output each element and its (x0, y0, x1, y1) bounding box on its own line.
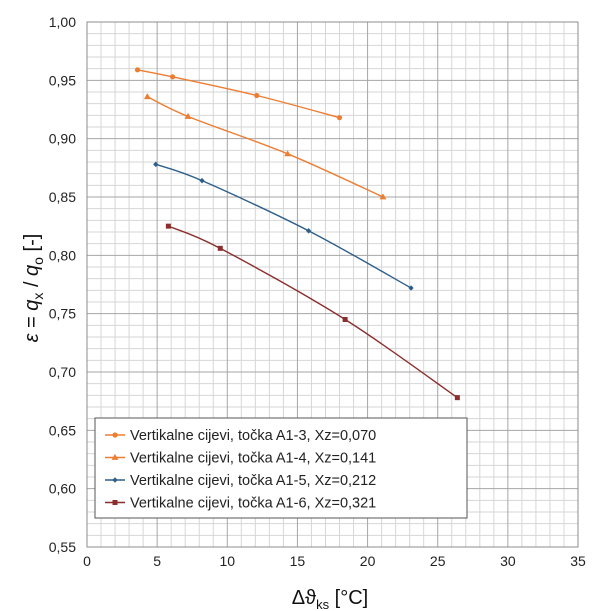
x-axis-label: Δϑks [°C] (292, 587, 368, 611)
legend-label: Vertikalne cijevi, točka A1-3, Xz=0,070 (130, 428, 376, 444)
series-line (168, 225, 458, 399)
legend-swatch-marker (112, 477, 118, 483)
series-4 (165, 223, 460, 401)
series-2 (143, 93, 387, 200)
x-axis-label-sub: ks (316, 597, 330, 611)
legend-item: Vertikalne cijevi, točka A1-6, Xz=0,321 (105, 496, 376, 512)
series-line (155, 163, 412, 289)
x-tick-label: 5 (153, 553, 161, 569)
legend-item: Vertikalne cijevi, točka A1-5, Xz=0,212 (105, 473, 376, 489)
x-axis-label-unit: [°C] (329, 587, 368, 609)
y-tick-label: 0,55 (49, 539, 76, 555)
data-point (379, 193, 387, 200)
legend-swatch-marker (112, 500, 118, 505)
y-axis-label-sub1: x (30, 293, 46, 300)
data-point (254, 92, 260, 99)
x-axis-ticks: 0 5 10 15 20 25 30 35 (83, 553, 586, 569)
legend-label: Vertikalne cijevi, točka A1-6, Xz=0,321 (130, 496, 376, 512)
data-point (165, 223, 171, 229)
legend-swatch-marker (112, 432, 118, 438)
y-axis-label-sub2: o (30, 257, 46, 265)
y-tick-label: 1,00 (49, 14, 76, 30)
series-layer (134, 67, 460, 401)
y-axis-label-eq: = (21, 311, 43, 334)
data-point (184, 112, 192, 119)
y-tick-label: 0,90 (49, 131, 76, 147)
data-point (217, 245, 223, 251)
data-point (342, 317, 348, 322)
data-point (199, 177, 205, 184)
data-point (169, 74, 176, 80)
data-point (336, 115, 343, 121)
data-point (143, 93, 151, 100)
data-point (454, 395, 460, 401)
y-axis-label-eps: ε (21, 332, 43, 342)
y-axis-ticks: 0,55 0,60 0,65 0,70 0,75 0,80 0,85 0,90 0,95 1,00 (49, 14, 76, 555)
data-point (284, 150, 292, 157)
plot-area-frame (86, 21, 579, 548)
legend-label: Vertikalne cijevi, točka A1-4, Xz=0,141 (130, 451, 376, 467)
y-tick-label: 0,70 (49, 364, 76, 380)
x-tick-label: 20 (360, 553, 376, 569)
y-tick-label: 0,80 (49, 247, 76, 263)
x-tick-label: 15 (290, 553, 306, 569)
legend-item: Vertikalne cijevi, točka A1-3, Xz=0,070 (105, 428, 376, 444)
x-axis-label-base: Δϑ (292, 587, 316, 609)
y-axis-label: ε = qx / qo [-] (21, 234, 46, 343)
legend-box (94, 417, 468, 519)
legend-label: Vertikalne cijevi, točka A1-5, Xz=0,212 (130, 473, 376, 489)
legend-swatch-marker (111, 453, 119, 460)
x-tick-label: 30 (500, 553, 516, 569)
x-tick-label: 35 (570, 553, 586, 569)
series-line (147, 96, 384, 198)
data-point (408, 285, 414, 291)
series-line (137, 69, 340, 119)
x-tick-label: 10 (219, 553, 235, 569)
y-tick-label: 0,60 (49, 481, 76, 497)
legend: Vertikalne cijevi, točka A1-3, Xz=0,070 V… (94, 417, 468, 519)
y-tick-label: 0,75 (49, 306, 76, 322)
data-point (306, 228, 312, 234)
y-tick-label: 0,85 (49, 189, 76, 205)
x-tick-label: 0 (83, 553, 91, 569)
y-axis-label-q1: q (21, 300, 43, 311)
y-tick-label: 0,95 (49, 72, 76, 88)
y-axis-label-unit: [-] (21, 234, 43, 257)
x-tick-label: 25 (430, 553, 446, 569)
series-1 (134, 67, 343, 121)
y-tick-label: 0,65 (49, 422, 76, 438)
y-axis-label-slash: / (21, 276, 43, 293)
data-point (134, 67, 141, 73)
series-3 (153, 161, 414, 291)
y-axis-label-q2: q (21, 265, 43, 276)
legend-item: Vertikalne cijevi, točka A1-4, Xz=0,141 (105, 451, 376, 467)
data-point (153, 161, 159, 168)
